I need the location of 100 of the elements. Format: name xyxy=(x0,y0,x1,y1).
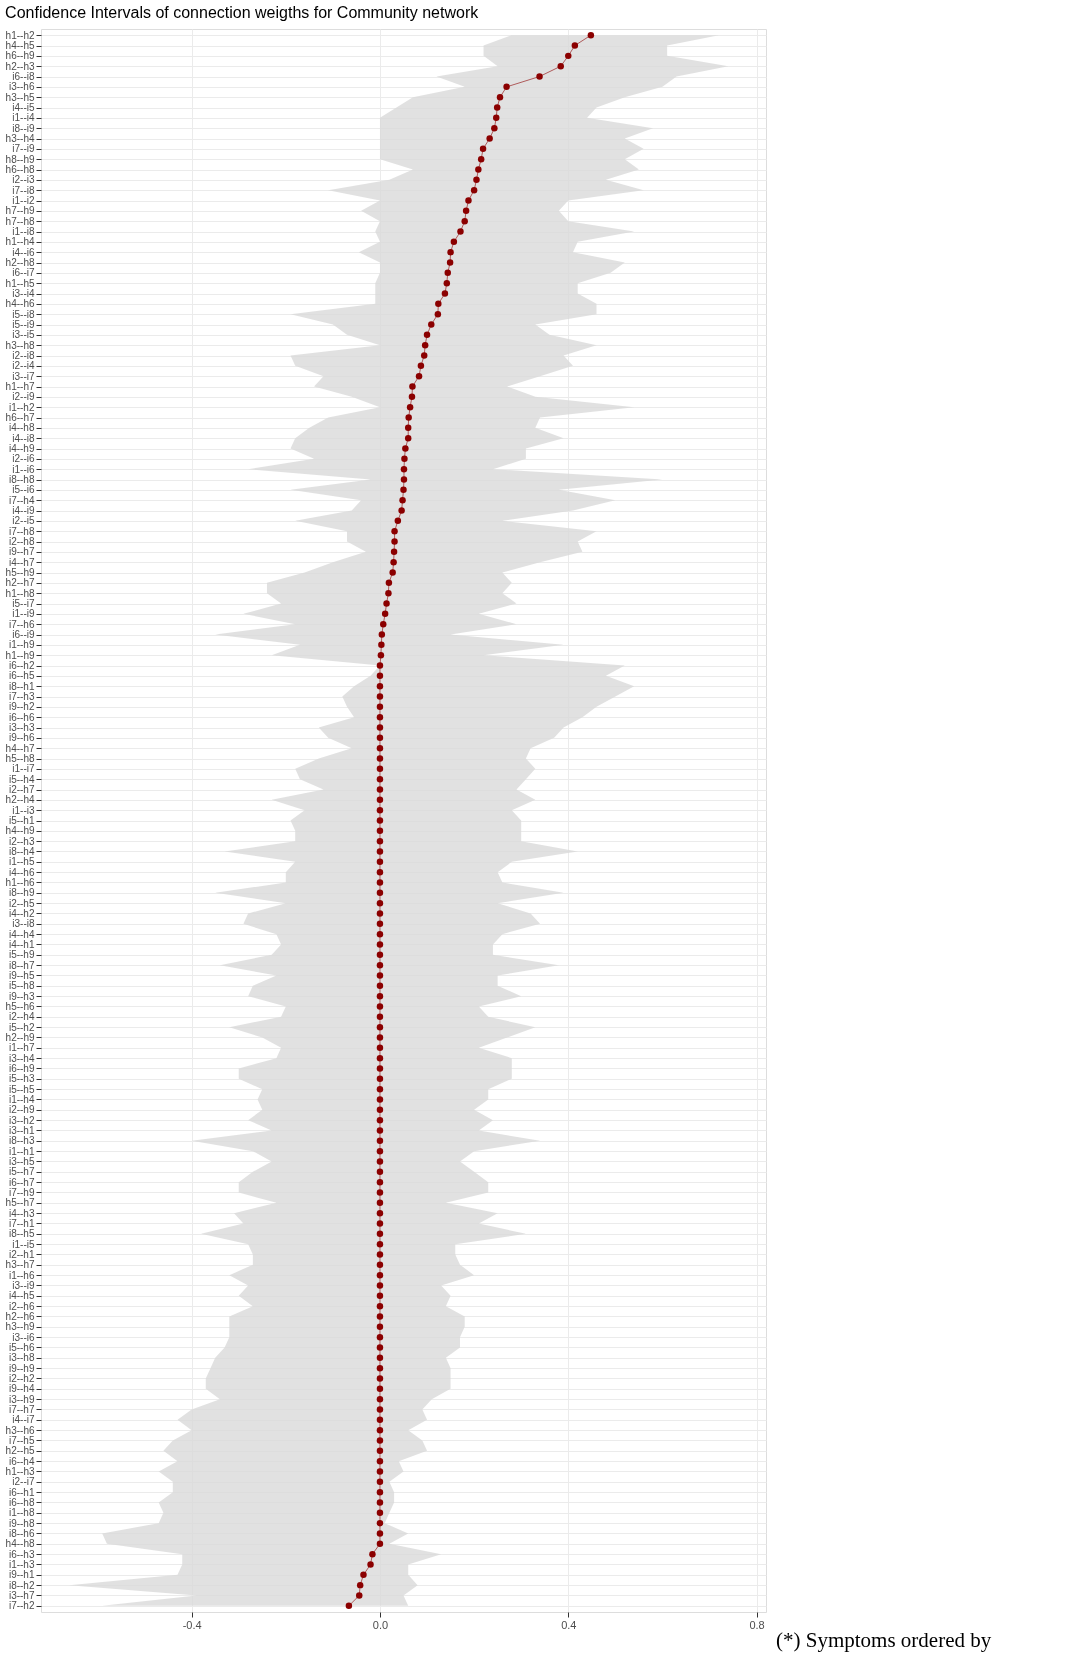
y-tick-label: i3--i9 xyxy=(12,1279,35,1291)
y-tick-label: i2--h2 xyxy=(8,1372,35,1384)
y-tick-label: i4--h4 xyxy=(8,928,35,940)
y-tick-label: i1--i5 xyxy=(12,1238,35,1250)
y-tick-label: i1--i3 xyxy=(12,804,35,816)
y-tick-label: i6--h2 xyxy=(8,660,35,672)
y-tick-label: i5--h1 xyxy=(8,815,35,826)
y-tick-label: i4--h1 xyxy=(8,938,35,950)
y-tick-label: h2--h4 xyxy=(5,794,35,806)
y-tick-label: i3--h8 xyxy=(8,1352,35,1364)
y-tick-label: h2--h9 xyxy=(5,1031,35,1043)
y-tick-label: i4--h5 xyxy=(8,1290,35,1302)
y-tick-label: h1--h7 xyxy=(5,381,35,393)
y-tick-label: i9--h1 xyxy=(8,1569,35,1581)
y-tick-label: h1--h2 xyxy=(5,29,35,41)
y-tick-label: h4--h5 xyxy=(5,40,35,52)
y-tick-label: i7--i8 xyxy=(12,184,35,196)
y-tick-label: i6--i7 xyxy=(12,267,35,279)
x-tick-label: -0.4 xyxy=(182,1618,202,1631)
y-tick-label: i4--i6 xyxy=(12,246,35,258)
y-tick-label: i3--i6 xyxy=(12,1331,35,1343)
y-tick-label: i9--h8 xyxy=(8,1517,35,1529)
y-tick-label: h5--h9 xyxy=(5,567,35,579)
y-tick-label: i1--i7 xyxy=(12,763,35,775)
y-tick-label: i7--h2 xyxy=(8,1600,35,1612)
y-tick-label: i3--h5 xyxy=(8,1155,35,1167)
y-tick-label: i8--h3 xyxy=(8,1135,35,1147)
y-tick-label: i4--h6 xyxy=(8,866,35,878)
y-tick-label: i2--h9 xyxy=(8,1104,35,1116)
y-tick-label: i4--i7 xyxy=(12,1414,35,1426)
y-tick-label: i4--h9 xyxy=(8,443,35,455)
y-tick-label: i9--h5 xyxy=(8,969,35,981)
y-tick-label: i3--i5 xyxy=(12,329,35,341)
y-tick-label: i1--i6 xyxy=(12,463,35,475)
y-tick-label: i7--h9 xyxy=(8,1186,35,1198)
y-tick-label: i8--i9 xyxy=(12,122,35,134)
y-tick-label: h4--h9 xyxy=(5,825,35,837)
y-tick-label: h5--h8 xyxy=(5,753,35,764)
y-tick-label: h4--h7 xyxy=(5,742,35,754)
y-tick-label: h1--h5 xyxy=(5,277,35,289)
y-tick-label: i6--h8 xyxy=(8,1496,35,1508)
y-tick-label: i8--h8 xyxy=(8,474,35,486)
y-tick-label: i5--h3 xyxy=(8,1073,35,1085)
chart-title: Confidence Intervals of connection weigths for Community network xyxy=(5,4,480,21)
y-tick-label: i6--h9 xyxy=(8,1062,35,1074)
y-tick-label: i3--h1 xyxy=(8,1124,35,1136)
y-tick-label: h1--h4 xyxy=(5,236,35,248)
y-tick-label: i2--i6 xyxy=(12,453,35,465)
y-tick-label: h2--h5 xyxy=(5,1445,35,1457)
y-tick-label: i1--h1 xyxy=(8,1145,35,1157)
y-tick-label: h1--h8 xyxy=(5,587,35,599)
y-tick-label: h3--h4 xyxy=(5,133,35,145)
y-tick-label: h3--h7 xyxy=(5,1259,35,1271)
y-tick-label: h2--h6 xyxy=(5,1310,35,1322)
y-tick-label: i2--h3 xyxy=(8,835,35,847)
y-tick-label: h7--h8 xyxy=(5,215,35,227)
y-tick-label: i6--i8 xyxy=(12,71,35,83)
y-tick-label: i2--h7 xyxy=(8,784,35,795)
y-tick-label: i1--i4 xyxy=(12,112,35,124)
y-tick-label: i7--h4 xyxy=(8,494,35,506)
y-tick-label: h6--h8 xyxy=(5,164,35,176)
y-tick-label: i5--h4 xyxy=(8,773,35,785)
y-tick-label: h4--h6 xyxy=(5,298,35,310)
y-tick-label: i2--i7 xyxy=(12,1476,35,1488)
y-tick-label: i9--h4 xyxy=(8,1383,35,1395)
y-tick-label: h1--h6 xyxy=(5,877,35,888)
y-tick-label: i4--i9 xyxy=(12,505,35,517)
y-tick-label: i2--i8 xyxy=(12,350,35,362)
y-tick-label: i3--i4 xyxy=(12,288,35,300)
y-tick-label: i1--h4 xyxy=(8,1093,35,1105)
y-tick-label: i5--h9 xyxy=(8,949,35,961)
y-tick-label: h5--h7 xyxy=(5,1197,35,1209)
y-tick-label: i2--i4 xyxy=(12,360,35,372)
y-tick-label: i6--h1 xyxy=(8,1486,35,1498)
y-tick-label: i4--i8 xyxy=(12,432,35,444)
y-tick-label: h8--h9 xyxy=(5,153,35,165)
y-tick-label: i8--h9 xyxy=(8,887,35,899)
y-tick-label: i3--h3 xyxy=(8,722,35,733)
y-tick-label: i2--i9 xyxy=(12,391,35,403)
y-tick-label: i8--h2 xyxy=(8,1579,35,1591)
y-tick-label: i3--i7 xyxy=(12,370,35,382)
y-tick-label: h2--h7 xyxy=(5,577,35,589)
y-tick-label: h4--h8 xyxy=(5,1538,35,1550)
y-tick-label: i6--h4 xyxy=(8,1455,35,1467)
y-tick-label: i5--h2 xyxy=(8,1021,35,1033)
y-tick-label: i9--h2 xyxy=(8,701,35,713)
y-tick-label: i7--i9 xyxy=(12,143,35,155)
y-tick-label: h2--h3 xyxy=(5,60,35,72)
y-tick-label: i1--h9 xyxy=(8,639,35,651)
y-tick-label: i7--h8 xyxy=(8,525,35,537)
y-tick-label: h7--h9 xyxy=(5,205,35,217)
y-tick-label: i4--h2 xyxy=(8,908,35,919)
y-tick-label: i7--h7 xyxy=(8,1403,35,1415)
y-tick-label: i1--h2 xyxy=(8,401,35,413)
y-tick-label: i2--h8 xyxy=(8,536,35,548)
y-tick-label: i2--h4 xyxy=(8,1011,35,1023)
y-tick-label: i5--h5 xyxy=(8,1083,35,1095)
y-tick-label: i4--h3 xyxy=(8,1207,35,1219)
x-tick-label: 0.0 xyxy=(372,1618,389,1631)
y-tick-label: h1--h9 xyxy=(5,649,35,661)
